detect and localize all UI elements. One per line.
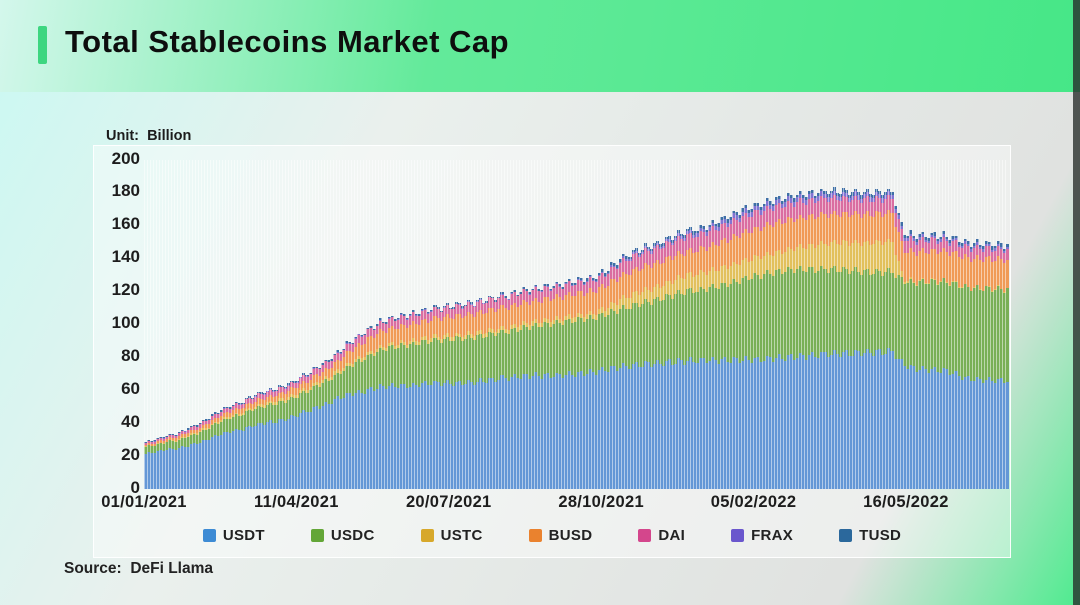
legend-swatch-icon	[528, 529, 542, 542]
x-tick-label: 16/05/2022	[863, 493, 949, 511]
legend-label: USDC	[330, 527, 375, 544]
header-band: Total Stablecoins Market Cap	[0, 0, 1080, 92]
legend-item-usdc: USDC	[310, 527, 375, 544]
y-tick-label: 100	[111, 313, 140, 332]
legend-item-ustc: USTC	[420, 527, 483, 544]
legend-item-tusd: TUSD	[839, 527, 901, 544]
chart-section: Unit: Billion 0 20 40 60 80 100 120 140 160 180 20…	[0, 92, 1080, 605]
legend-swatch-icon	[310, 529, 324, 542]
y-tick-label: 40	[121, 411, 140, 431]
legend-swatch-icon	[731, 529, 745, 542]
bar-segment-usdc	[1006, 288, 1010, 383]
y-tick-label: 200	[111, 148, 140, 168]
x-tick-label: 20/07/2021	[405, 493, 492, 511]
source-label: Source: DeFi Llama	[64, 560, 214, 577]
chart-card: 0 20 40 60 80 100 120 140 160 180 200 01/01/2021 11…	[93, 145, 1011, 558]
x-tick-label: 01/01/2021	[101, 493, 187, 511]
plot-area	[144, 160, 1010, 489]
legend-item-usdt: USDT	[202, 527, 265, 544]
y-tick-label: 120	[111, 280, 140, 300]
unit-label: Unit: Billion	[106, 128, 192, 144]
y-axis: 0 20 40 60 80 100 120 140 160 180 200	[96, 149, 140, 497]
x-tick-label: 28/10/2021	[558, 493, 644, 511]
legend-swatch-icon	[638, 529, 652, 542]
legend: USDT USDC USTC BUSD DAI FRAX TUSD	[94, 527, 1010, 544]
x-tick-label: 11/04/2021	[254, 493, 339, 511]
legend-label: USDT	[222, 527, 265, 544]
legend-item-busd: BUSD	[528, 527, 593, 544]
legend-label: FRAX	[751, 527, 794, 544]
legend-label: TUSD	[859, 527, 902, 544]
y-tick-label: 0	[130, 477, 140, 497]
bar-stack	[1006, 160, 1010, 489]
window-right-edge	[1073, 0, 1080, 605]
y-tick-label: 20	[121, 444, 140, 464]
y-tick-label: 140	[111, 247, 140, 267]
y-tick-label: 180	[111, 181, 140, 201]
legend-swatch-icon	[839, 529, 853, 542]
legend-swatch-icon	[202, 529, 216, 542]
bar-segment-usdt	[1006, 382, 1010, 489]
y-tick-label: 60	[121, 378, 140, 398]
bar-segment-dai	[1006, 249, 1010, 260]
x-axis: 01/01/2021 11/04/2021 20/07/2021 28/10/2021…	[101, 493, 1008, 517]
title-accent-bar	[38, 26, 47, 64]
bar-segment-busd	[1006, 259, 1010, 288]
legend-swatch-icon	[420, 529, 434, 542]
legend-item-dai: DAI	[638, 527, 685, 544]
x-tick-label: 05/02/2022	[710, 493, 797, 511]
legend-label: USTC	[440, 527, 483, 544]
legend-label: BUSD	[548, 527, 593, 544]
legend-label: DAI	[658, 527, 686, 544]
y-tick-label: 80	[121, 345, 140, 365]
y-tick-label: 160	[111, 214, 140, 234]
legend-item-frax: FRAX	[731, 527, 793, 544]
page-title: Total Stablecoins Market Cap	[65, 24, 510, 59]
